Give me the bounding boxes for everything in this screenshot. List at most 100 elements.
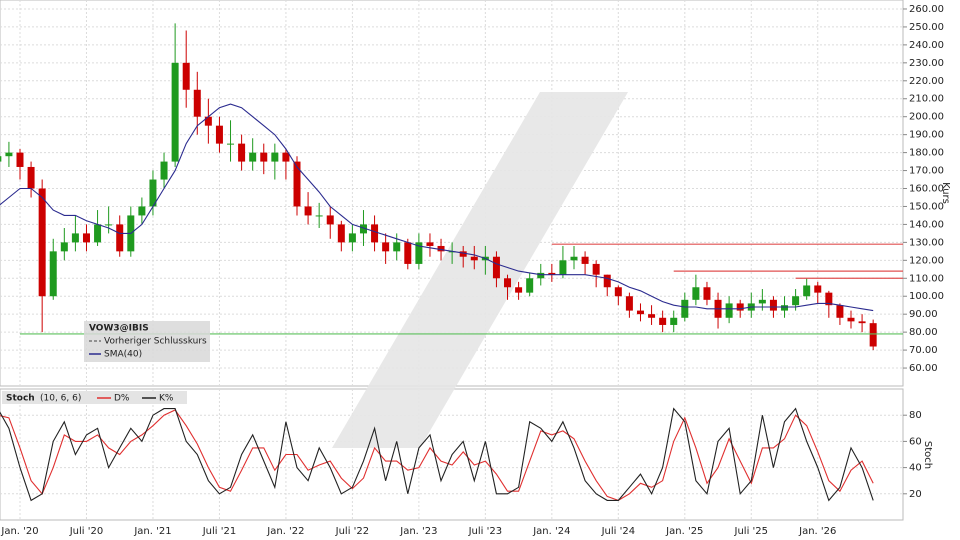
candle-body: [736, 303, 744, 311]
candle-body: [160, 161, 168, 180]
y-tick-label: 170.00: [909, 166, 944, 177]
grid: [0, 0, 903, 520]
stoch-header: [2, 391, 187, 404]
candle-body: [692, 287, 700, 300]
y-tick-label: 220.00: [909, 76, 944, 87]
x-tick-label: Juli '25: [734, 526, 769, 537]
y-tick-label: 150.00: [909, 201, 944, 212]
legend-label: D%: [114, 394, 130, 404]
line-series: [0, 407, 874, 502]
y-tick-label: 120.00: [909, 255, 944, 266]
candle-body: [703, 287, 711, 300]
candle-body: [5, 152, 13, 157]
candle-body: [105, 224, 113, 226]
watermark: [332, 92, 628, 448]
y-tick-label: 240.00: [909, 40, 944, 51]
stoch-params: (10, 6, 6): [40, 394, 81, 404]
candle-body: [504, 278, 512, 288]
candle-body: [382, 242, 390, 252]
y-tick-label: 60.00: [909, 363, 938, 374]
y-tick-label: 180.00: [909, 148, 944, 159]
x-tick-label: Jan. '22: [266, 526, 304, 537]
legend-label: SMA(40): [104, 350, 142, 360]
legend-box: [84, 321, 210, 362]
marks: [0, 23, 903, 502]
y-tick-label: 40: [909, 463, 922, 474]
candle-body: [293, 161, 301, 207]
candle-body: [670, 317, 678, 325]
candle-body: [470, 256, 478, 261]
x-tick-label: Jan. '23: [399, 526, 437, 537]
y-tick-label: 80.00: [909, 327, 938, 338]
x-tick-label: Juli '21: [202, 526, 237, 537]
x-tick-label: Juli '24: [601, 526, 636, 537]
candle-body: [781, 305, 789, 311]
candle-body: [492, 256, 500, 279]
candle-body: [0, 156, 2, 162]
y-tick-label: 250.00: [909, 22, 944, 33]
y-tick-label: 90.00: [909, 309, 938, 320]
candle-body: [659, 317, 667, 325]
x-tick-label: Jan. '25: [665, 526, 703, 537]
y-tick-label: 200.00: [909, 112, 944, 123]
y-axis-label: Kurs: [940, 182, 951, 204]
legend-label: Vorheriger Schlusskurs: [104, 337, 207, 347]
candle-body: [249, 152, 257, 162]
candle-body: [38, 188, 46, 297]
y-tick-label: 190.00: [909, 130, 944, 141]
candle-body: [636, 310, 644, 315]
stoch-panel: [0, 388, 904, 521]
y-tick-label: 140.00: [909, 219, 944, 230]
candle-body: [116, 224, 124, 252]
legend-title: VOW3@IBIS: [89, 324, 149, 334]
candle-body: [526, 278, 534, 293]
candle-body: [271, 152, 279, 162]
candle-body: [171, 62, 179, 162]
candle-body: [49, 251, 57, 297]
x-tick-label: Jan. '24: [532, 526, 570, 537]
candle-body: [260, 152, 268, 162]
legend-label: K%: [159, 394, 174, 404]
candle-body: [204, 116, 212, 126]
y-tick-label: 130.00: [909, 237, 944, 248]
y-tick-label: 230.00: [909, 58, 944, 69]
candle-body: [82, 233, 90, 243]
candle-body: [515, 287, 523, 293]
candle-body: [725, 303, 733, 318]
candle-body: [348, 233, 356, 243]
candle-body: [227, 143, 235, 145]
y-tick-label: 80: [909, 410, 922, 421]
x-tick-label: Juli '22: [335, 526, 370, 537]
candle-body: [315, 215, 323, 217]
candle-body: [825, 292, 833, 306]
candle-body: [581, 256, 589, 264]
candle-body: [437, 245, 445, 252]
candle-body: [592, 263, 600, 275]
candle-body: [238, 143, 246, 162]
y-tick-label: 70.00: [909, 345, 938, 356]
candle-body: [94, 224, 102, 243]
candle-body: [71, 233, 79, 243]
candle-body: [138, 206, 146, 216]
candle-body: [282, 152, 290, 162]
x-tick-label: Juli '20: [69, 526, 104, 537]
candle-body: [847, 317, 855, 322]
candle-body: [27, 166, 35, 189]
candle-body: [603, 274, 611, 288]
candle-body: [570, 256, 578, 261]
x-tick-label: Jan. '21: [133, 526, 171, 537]
y-tick-label: 110.00: [909, 273, 944, 284]
candle-body: [16, 152, 24, 167]
candle-body: [393, 242, 401, 252]
candle-body: [836, 305, 844, 318]
y-tick-label: 60: [909, 436, 922, 447]
candle-body: [769, 299, 777, 311]
candle-body: [459, 251, 467, 257]
candle-body: [814, 285, 822, 293]
candle-body: [359, 224, 367, 234]
candle-body: [548, 272, 556, 275]
candle-body: [858, 321, 866, 324]
candle-body: [792, 296, 800, 306]
candle-body: [681, 299, 689, 318]
candle-body: [404, 242, 412, 264]
